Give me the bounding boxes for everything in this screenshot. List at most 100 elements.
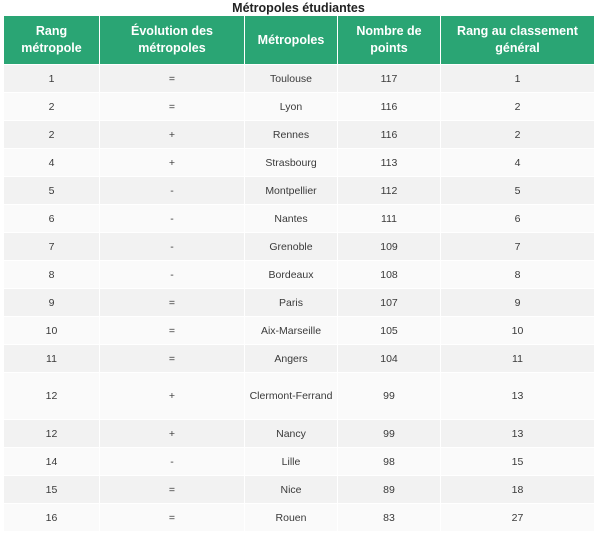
cell-points: 89 xyxy=(338,476,441,504)
cell-metropole: Paris xyxy=(245,289,338,317)
cell-evolution: = xyxy=(100,289,245,317)
cell-rang-general: 8 xyxy=(441,261,594,289)
cell-evolution: - xyxy=(100,261,245,289)
cell-rang: 14 xyxy=(4,448,100,476)
table-row: 12 + Nancy 99 13 xyxy=(4,420,594,448)
cell-metropole: Toulouse xyxy=(245,65,338,93)
table-row: 16 = Rouen 83 27 xyxy=(4,504,594,532)
cell-metropole: Angers xyxy=(245,345,338,373)
header-rang-metropole: Rang métropole xyxy=(4,16,100,65)
cell-points: 111 xyxy=(338,205,441,233)
cell-rang: 10 xyxy=(4,317,100,345)
cell-rang: 9 xyxy=(4,289,100,317)
cell-rang: 5 xyxy=(4,177,100,205)
table-row: 7- Grenoble 109 7 xyxy=(4,233,594,261)
cell-rang-general: 10 xyxy=(441,317,594,345)
cell-metropole: Lyon xyxy=(245,93,338,121)
cell-rang: 2 xyxy=(4,121,100,149)
ranking-table: Rang métropole Évolution des métropoles … xyxy=(4,16,594,532)
cell-metropole: Nantes xyxy=(245,205,338,233)
header-nombre-points: Nombre de points xyxy=(338,16,441,65)
cell-rang: 11 xyxy=(4,345,100,373)
table-row: 4 + Strasbourg 113 4 xyxy=(4,149,594,177)
cell-metropole: Rennes xyxy=(245,121,338,149)
table-row: 10 = Aix-Marseille 105 10 xyxy=(4,317,594,345)
cell-metropole: Aix-Marseille xyxy=(245,317,338,345)
header-rang-general: Rang au classement général xyxy=(441,16,594,65)
header-evolution: Évolution des métropoles xyxy=(100,16,245,65)
cell-rang-general: 6 xyxy=(441,205,594,233)
table-row: 2 = Lyon 116 2 xyxy=(4,93,594,121)
cell-points: 99 xyxy=(338,373,441,420)
cell-metropole: Strasbourg xyxy=(245,149,338,177)
cell-points: 116 xyxy=(338,93,441,121)
table-row: 8- Bordeaux 108 8 xyxy=(4,261,594,289)
table-row: 9 = Paris 107 9 xyxy=(4,289,594,317)
table-row: 6- Nantes 111 6 xyxy=(4,205,594,233)
cell-evolution: - xyxy=(100,233,245,261)
cell-rang: 12 xyxy=(4,420,100,448)
cell-points: 117 xyxy=(338,65,441,93)
cell-evolution: - xyxy=(100,177,245,205)
cell-rang: 15 xyxy=(4,476,100,504)
cell-evolution: - xyxy=(100,448,245,476)
cell-rang-general: 9 xyxy=(441,289,594,317)
cell-rang-general: 7 xyxy=(441,233,594,261)
cell-rang: 2 xyxy=(4,93,100,121)
table-row: 5- Montpellier 112 5 xyxy=(4,177,594,205)
cell-points: 107 xyxy=(338,289,441,317)
table-title: Métropoles étudiantes xyxy=(232,1,365,15)
cell-evolution: + xyxy=(100,121,245,149)
cell-metropole: Montpellier xyxy=(245,177,338,205)
cell-evolution: = xyxy=(100,317,245,345)
cell-rang: 1 xyxy=(4,65,100,93)
cell-points: 99 xyxy=(338,420,441,448)
cell-points: 116 xyxy=(338,121,441,149)
cell-points: 112 xyxy=(338,177,441,205)
cell-rang: 12 xyxy=(4,373,100,420)
table-row: 14- Lille 98 15 xyxy=(4,448,594,476)
cell-rang-general: 2 xyxy=(441,121,594,149)
cell-rang: 8 xyxy=(4,261,100,289)
cell-rang-general: 13 xyxy=(441,420,594,448)
cell-evolution: + xyxy=(100,373,245,420)
cell-rang: 16 xyxy=(4,504,100,532)
cell-evolution: = xyxy=(100,65,245,93)
cell-points: 98 xyxy=(338,448,441,476)
cell-rang: 6 xyxy=(4,205,100,233)
cell-rang: 4 xyxy=(4,149,100,177)
table-row: 15 = Nice 89 18 xyxy=(4,476,594,504)
cell-evolution: + xyxy=(100,149,245,177)
cell-metropole: Lille xyxy=(245,448,338,476)
cell-metropole: Rouen xyxy=(245,504,338,532)
table-row: 2 + Rennes 116 2 xyxy=(4,121,594,149)
cell-points: 104 xyxy=(338,345,441,373)
cell-metropole: Bordeaux xyxy=(245,261,338,289)
cell-metropole: Grenoble xyxy=(245,233,338,261)
cell-rang-general: 1 xyxy=(441,65,594,93)
cell-rang-general: 11 xyxy=(441,345,594,373)
cell-rang-general: 13 xyxy=(441,373,594,420)
table-body: 1 = Toulouse 117 1 2 = Lyon 116 2 2 + Rennes 116 2 4 + St… xyxy=(4,65,594,532)
cell-points: 105 xyxy=(338,317,441,345)
header-row: Rang métropole Évolution des métropoles … xyxy=(4,16,594,65)
table-row: 12 + Clermont-Ferrand 99 13 xyxy=(4,373,594,420)
cell-points: 108 xyxy=(338,261,441,289)
table-row: 1 = Toulouse 117 1 xyxy=(4,65,594,93)
cell-metropole: Nice xyxy=(245,476,338,504)
cell-metropole: Clermont-Ferrand xyxy=(245,373,338,420)
cell-evolution: + xyxy=(100,420,245,448)
cell-evolution: - xyxy=(100,205,245,233)
cell-rang-general: 2 xyxy=(441,93,594,121)
cell-points: 109 xyxy=(338,233,441,261)
cell-metropole: Nancy xyxy=(245,420,338,448)
table-header: Rang métropole Évolution des métropoles … xyxy=(4,16,594,65)
cell-rang-general: 15 xyxy=(441,448,594,476)
header-metropoles: Métropoles xyxy=(245,16,338,65)
table-row: 11 = Angers 104 11 xyxy=(4,345,594,373)
cell-evolution: = xyxy=(100,93,245,121)
cell-points: 113 xyxy=(338,149,441,177)
cell-evolution: = xyxy=(100,504,245,532)
cell-evolution: = xyxy=(100,345,245,373)
